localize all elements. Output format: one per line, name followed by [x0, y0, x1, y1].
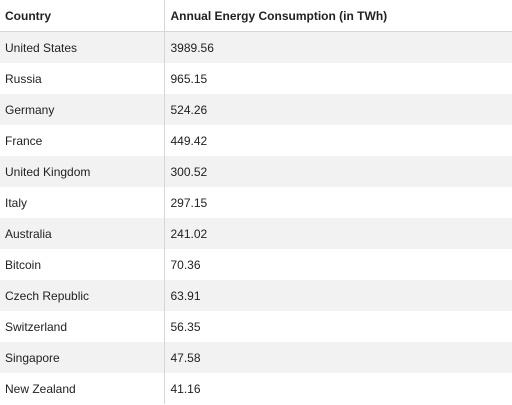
cell-country: Singapore: [0, 342, 164, 373]
table-row: Australia 241.02: [0, 218, 512, 249]
cell-energy: 63.91: [163, 280, 512, 311]
table-row: Bitcoin 70.36: [0, 249, 512, 280]
table-row: France 449.42: [0, 125, 512, 156]
table-header: Country Annual Energy Consumption (in TW…: [0, 0, 512, 32]
cell-energy: 297.15: [163, 187, 512, 218]
cell-country: Australia: [0, 218, 164, 249]
table-row: Germany 524.26: [0, 94, 512, 125]
table-row: Switzerland 56.35: [0, 311, 512, 342]
cell-energy: 41.16: [163, 373, 512, 404]
table-row: United States 3989.56: [0, 31, 512, 63]
cell-energy: 449.42: [163, 125, 512, 156]
header-row: Country Annual Energy Consumption (in TW…: [0, 0, 512, 32]
cell-energy: 56.35: [163, 311, 512, 342]
table-body: United States 3989.56 Russia 965.15 Germ…: [0, 31, 512, 404]
table-row: Singapore 47.58: [0, 342, 512, 373]
cell-country: Germany: [0, 94, 164, 125]
table-row: United Kingdom 300.52: [0, 156, 512, 187]
cell-energy: 241.02: [163, 218, 512, 249]
cell-energy: 965.15: [163, 63, 512, 94]
cell-country: United States: [0, 31, 164, 63]
cell-energy: 300.52: [163, 156, 512, 187]
table-row: New Zealand 41.16: [0, 373, 512, 404]
cell-country: Czech Republic: [0, 280, 164, 311]
cell-energy: 524.26: [163, 94, 512, 125]
header-energy-consumption: Annual Energy Consumption (in TWh): [163, 0, 512, 32]
table-row: Czech Republic 63.91: [0, 280, 512, 311]
cell-energy: 47.58: [163, 342, 512, 373]
cell-energy: 3989.56: [163, 31, 512, 63]
cell-country: United Kingdom: [0, 156, 164, 187]
cell-country: New Zealand: [0, 373, 164, 404]
cell-energy: 70.36: [163, 249, 512, 280]
table-row: Russia 965.15: [0, 63, 512, 94]
cell-country: Russia: [0, 63, 164, 94]
cell-country: Switzerland: [0, 311, 164, 342]
cell-country: Bitcoin: [0, 249, 164, 280]
table-row: Italy 297.15: [0, 187, 512, 218]
header-country: Country: [0, 0, 164, 32]
cell-country: Italy: [0, 187, 164, 218]
cell-country: France: [0, 125, 164, 156]
